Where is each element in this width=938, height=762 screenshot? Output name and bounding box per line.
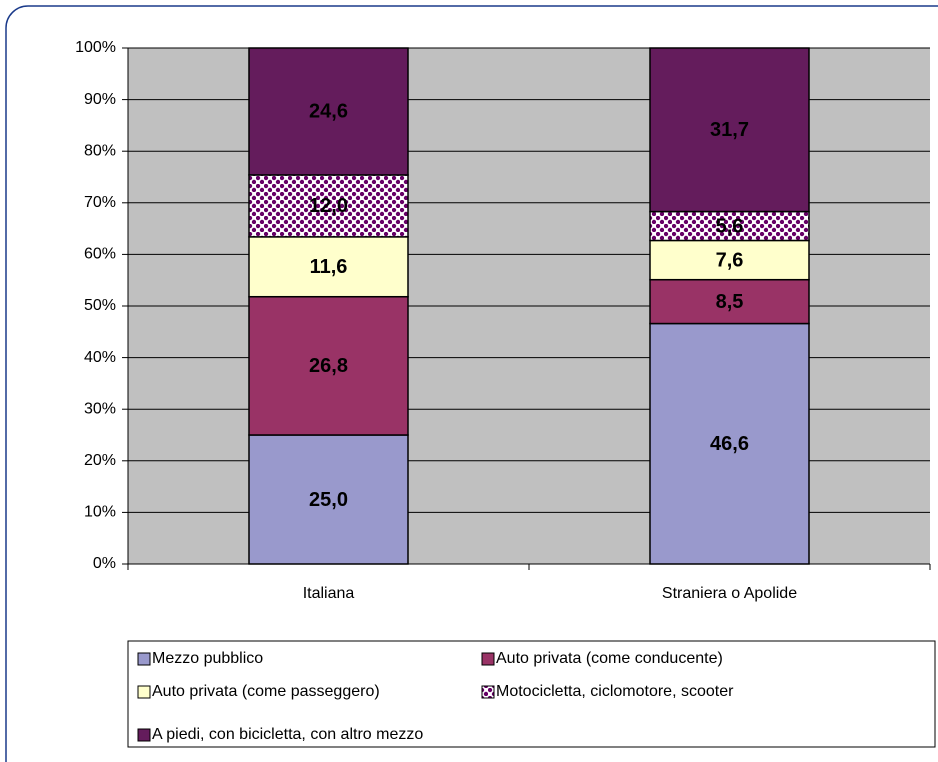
- legend-label: Auto privata (come passeggero): [152, 683, 380, 700]
- y-tick-label: 60%: [84, 246, 116, 263]
- legend-swatch: [137, 652, 151, 666]
- data-label: 31,7: [710, 119, 749, 141]
- bar-segment: [248, 174, 409, 238]
- legend-box: [127, 640, 936, 748]
- legend-label: Motocicletta, ciclomotore, scooter: [496, 683, 734, 700]
- bar-segment: [248, 236, 409, 298]
- bar-segment: [649, 47, 810, 213]
- bar-segment: [649, 278, 810, 325]
- data-label: 5,6: [716, 215, 744, 237]
- data-label: 12,0: [309, 195, 348, 217]
- legend-swatch: [481, 652, 495, 666]
- data-label: 8,5: [716, 291, 744, 313]
- y-tick-label: 80%: [84, 142, 116, 159]
- bar-segment: [649, 239, 810, 281]
- bar-segment: [248, 47, 409, 176]
- legend-label: Mezzo pubblico: [152, 650, 263, 667]
- legend-swatch: [481, 685, 495, 699]
- y-tick-label: 70%: [84, 194, 116, 211]
- x-tick-label: Italiana: [303, 585, 355, 602]
- bar-segment: [649, 322, 810, 565]
- y-tick-label: 20%: [84, 452, 116, 469]
- data-label: 25,0: [309, 489, 348, 511]
- y-tick-label: 10%: [84, 504, 116, 521]
- y-tick-label: 30%: [84, 400, 116, 417]
- y-tick-label: 90%: [84, 91, 116, 108]
- legend-swatch: [137, 685, 151, 699]
- data-label: 26,8: [309, 355, 348, 377]
- data-label: 46,6: [710, 433, 749, 455]
- data-label: 7,6: [716, 249, 744, 271]
- bar-segment: [248, 434, 409, 565]
- x-tick-label: Straniera o Apolide: [662, 585, 797, 602]
- data-label: 11,6: [310, 256, 348, 278]
- y-tick-label: 50%: [84, 297, 116, 314]
- legend-label: Auto privata (come conducente): [496, 650, 723, 667]
- legend-swatch: [137, 728, 151, 742]
- data-label: 24,6: [309, 101, 348, 123]
- bar-segment: [649, 210, 810, 242]
- y-tick-label: 100%: [75, 39, 116, 56]
- legend-label: A piedi, con bicicletta, con altro mezzo: [152, 726, 423, 743]
- y-tick-label: 40%: [84, 349, 116, 366]
- y-tick-label: 0%: [93, 555, 116, 572]
